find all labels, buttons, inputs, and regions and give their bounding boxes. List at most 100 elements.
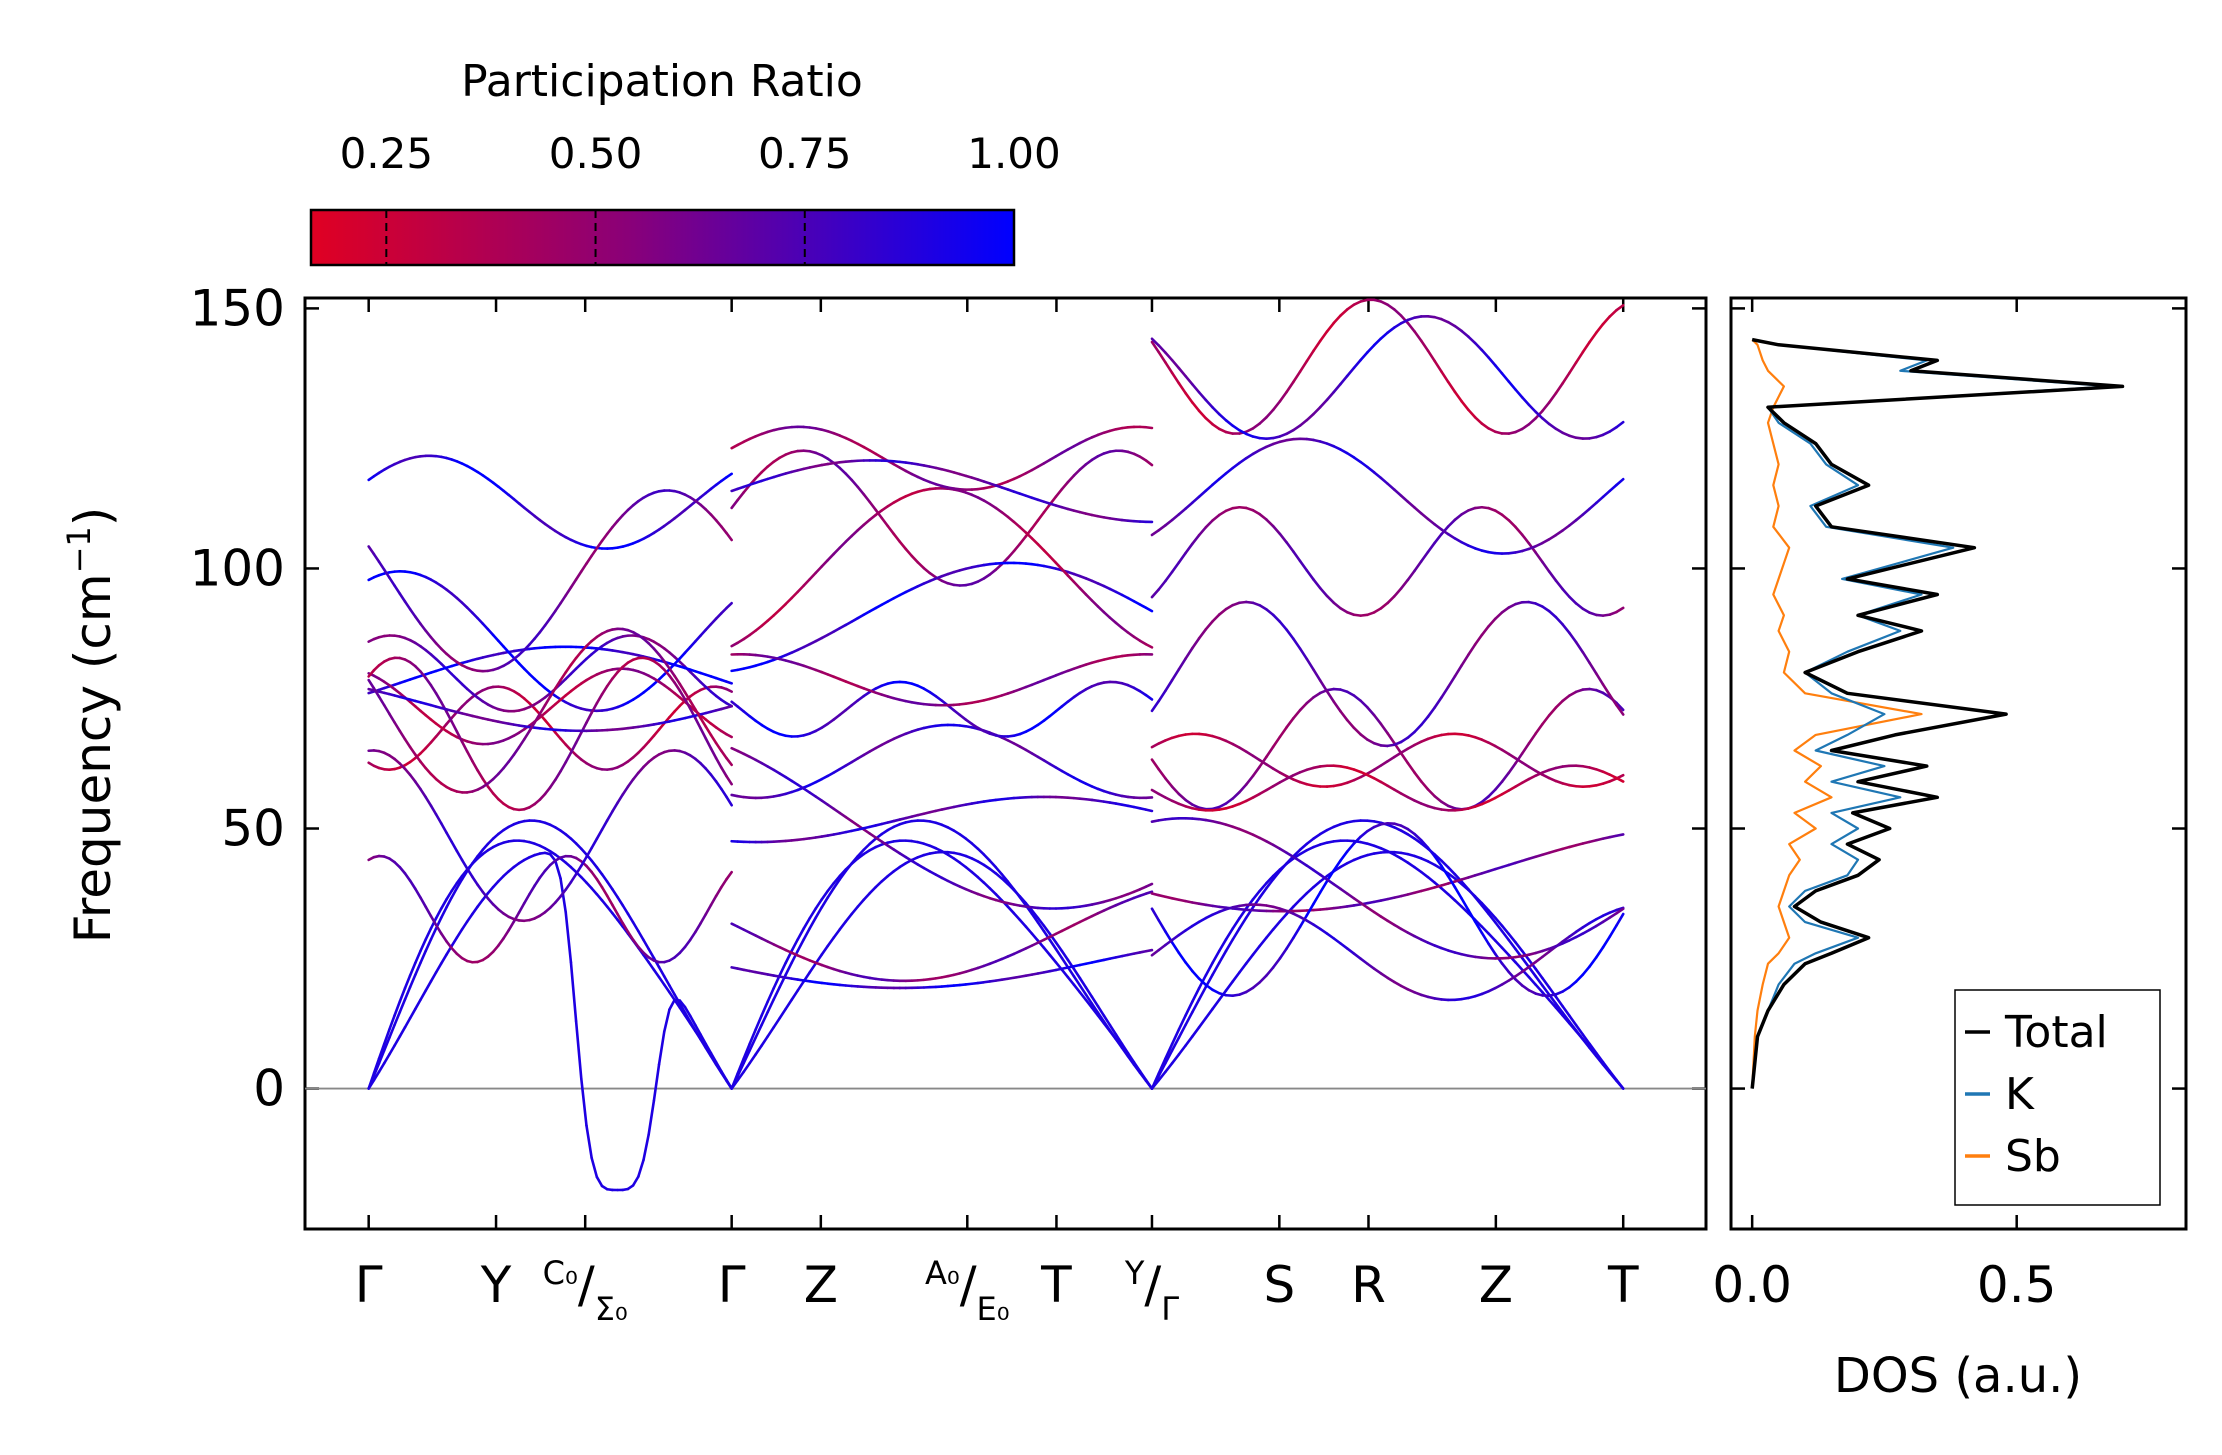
band-segment [994, 866, 1004, 876]
band-segment [719, 766, 728, 778]
band-segment [585, 864, 593, 874]
band-segment [668, 667, 676, 678]
band-segment [1473, 415, 1484, 425]
band-segment [714, 886, 723, 898]
band-segment [1102, 1014, 1112, 1027]
band-segment [450, 936, 459, 948]
band-segment [434, 962, 443, 974]
band-segment [434, 729, 443, 738]
band-segment [1520, 742, 1531, 755]
band-segment [1372, 967, 1383, 975]
band-segment [1078, 586, 1088, 596]
band-segment [419, 989, 428, 1002]
band-segment [419, 622, 428, 633]
band-segment [403, 737, 412, 749]
band-segment [1399, 494, 1410, 503]
band-segment [1108, 1023, 1118, 1036]
band-segment [1487, 909, 1497, 920]
band-segment [662, 668, 671, 677]
band-segment [1547, 422, 1558, 431]
band-segment [403, 600, 412, 611]
band-segment [1386, 731, 1396, 745]
band-segment [1084, 993, 1094, 1005]
band-segment [1157, 344, 1167, 354]
band-segment [850, 478, 860, 489]
band-segment [719, 525, 728, 535]
band-segment [533, 712, 542, 724]
band-segment [403, 872, 412, 883]
band-segment [1419, 512, 1430, 521]
band-segment [1561, 694, 1571, 703]
band-segment [424, 927, 433, 941]
band-segment [1500, 979, 1511, 986]
band-segment [1581, 965, 1591, 976]
band-segment [657, 722, 666, 731]
band-segment [1561, 986, 1571, 993]
band-segment [1534, 975, 1544, 987]
band-segment [1561, 524, 1571, 532]
colorbar-tick-label: 0.25 [340, 129, 434, 178]
band-segment [838, 466, 848, 475]
band-segment [1527, 403, 1537, 414]
band-segment [1217, 607, 1228, 616]
band-segment [1090, 599, 1100, 608]
band-segment [1352, 726, 1362, 736]
band-segment [1164, 1049, 1174, 1065]
band-segment [1238, 916, 1248, 930]
band-segment [688, 1014, 697, 1027]
band-segment [1150, 337, 1161, 347]
band-segment [559, 877, 568, 914]
band-segment [1615, 701, 1625, 712]
band-segment [559, 594, 568, 605]
band-segment [1312, 868, 1322, 877]
band-segment [1217, 412, 1228, 422]
band-segment [1527, 960, 1537, 969]
band-segment [408, 745, 417, 756]
band-segment [637, 929, 645, 942]
band-segment [1480, 795, 1490, 804]
band-segment [1534, 722, 1544, 735]
band-segment [1440, 859, 1450, 869]
band-segment [1184, 501, 1194, 510]
band-segment [626, 930, 635, 942]
band-segment [1426, 349, 1437, 363]
band-segment [850, 905, 860, 916]
band-segment [445, 940, 453, 950]
band-segment [595, 828, 604, 841]
band-segment [898, 540, 908, 551]
band-segment [994, 892, 1004, 902]
band-segment [1042, 924, 1052, 936]
band-segment [1554, 1006, 1564, 1017]
band-segment [1164, 361, 1174, 375]
band-segment [1453, 885, 1463, 900]
band-segment [1292, 848, 1302, 858]
band-segment [844, 912, 854, 923]
band-segment [1177, 381, 1187, 395]
band-segment [1164, 1061, 1174, 1074]
band-segment [784, 596, 794, 606]
band-segment [1184, 1000, 1194, 1017]
band-segment [1325, 390, 1336, 402]
band-segment [880, 874, 890, 883]
band-segment [838, 868, 848, 878]
band-segment [605, 894, 614, 907]
band-segment [754, 470, 763, 480]
band-segment [1084, 593, 1094, 602]
band-segment [1547, 706, 1558, 717]
band-segment [1177, 951, 1187, 964]
band-segment [850, 857, 860, 866]
band-segment [1170, 358, 1181, 370]
band-segment [1126, 1054, 1136, 1065]
band-segment [892, 532, 902, 543]
band-segment [1615, 907, 1625, 915]
band-segment [590, 546, 599, 558]
band-segment [808, 962, 818, 974]
band-segment [662, 983, 671, 994]
band-segment [585, 846, 593, 859]
band-segment [1231, 971, 1241, 983]
band-segment [1211, 513, 1221, 522]
band-segment [1500, 929, 1511, 942]
high-symmetry-label: Γ [355, 1256, 383, 1314]
band-segment [460, 920, 469, 931]
band-segment [994, 872, 1004, 880]
